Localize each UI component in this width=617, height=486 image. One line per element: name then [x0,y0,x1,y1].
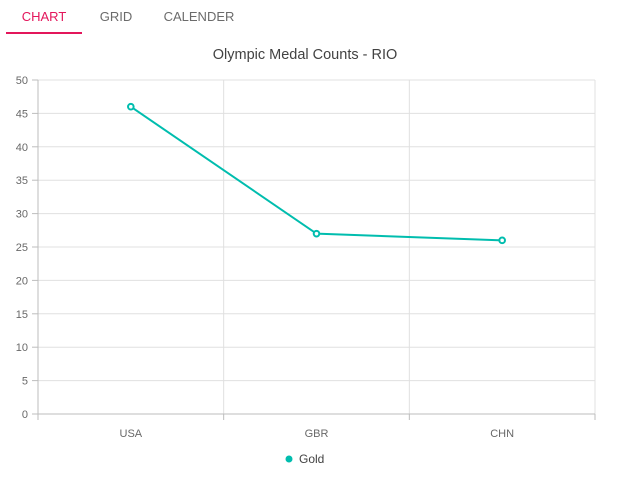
tab-chart[interactable]: CHART [6,0,82,34]
legend[interactable]: Gold [285,452,325,466]
y-tick-label: 35 [16,175,28,187]
data-point-gbr [312,229,321,238]
y-tick-label: 0 [22,409,28,421]
y-tick-label: 45 [16,108,28,120]
y-tick-label: 30 [16,209,28,221]
y-tick-label: 15 [16,309,28,321]
y-tick-label: 50 [16,75,28,87]
y-tick-label: 10 [16,342,28,354]
tab-calender[interactable]: CALENDER [155,0,243,34]
y-tick-label: 25 [16,242,28,254]
series-line [130,105,503,242]
x-tick-label: USA [120,428,143,440]
active-tab-indicator [6,32,82,34]
grid-lines [37,79,596,415]
tab-chart-label: CHART [21,9,67,24]
y-tick-label: 40 [16,142,28,154]
tab-grid-label: GRID [99,9,133,24]
legend-label-gold: Gold [299,452,324,466]
y-tick-label: 5 [22,376,28,388]
legend-marker [285,455,293,463]
chart-title: Olympic Medal Counts - RIO [213,47,398,63]
y-tick-label: 20 [16,275,28,287]
tab-grid[interactable]: GRID [90,0,142,34]
series-gold [127,102,506,245]
x-tick-label: CHN [490,428,514,440]
data-point-usa [127,102,135,111]
axes: 0 5 10 15 20 25 30 35 40 45 50 USA GBR CHN [16,75,596,440]
tab-bar: CHART GRID CALENDER [0,0,617,34]
x-tick-label: GBR [305,428,329,440]
data-point-chn [498,236,506,245]
tab-calender-label: CALENDER [163,9,235,24]
